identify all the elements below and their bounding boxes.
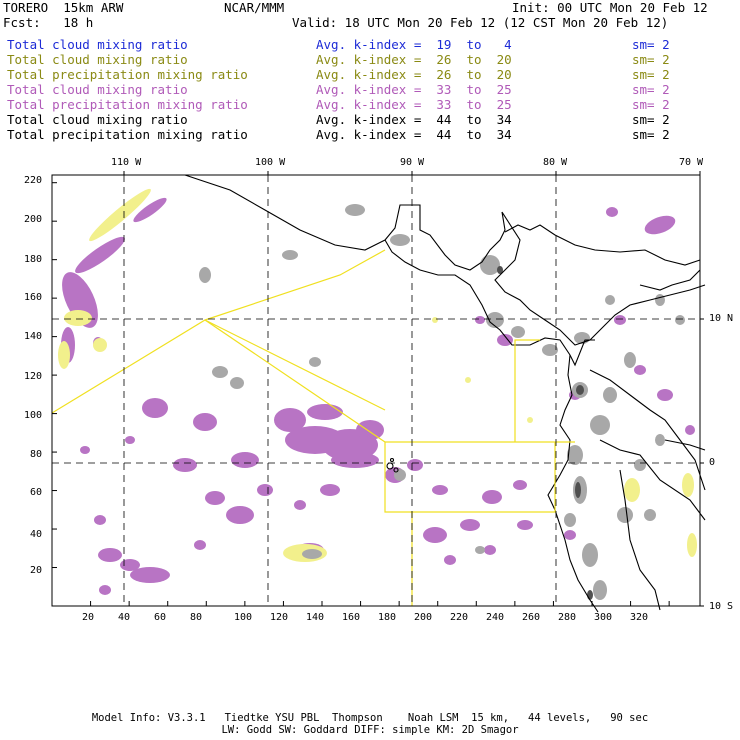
purple-contours [61,197,695,595]
y-tick-label: 120 [24,371,43,382]
y-tick-label: 180 [24,254,43,265]
x-tick-marks [90,601,670,606]
model-info-line1: Model Info: V3.3.1 Tiedtke YSU PBL Thomp… [91,712,649,724]
legend-field: Total precipitation mixing ratio [7,97,248,112]
legend-sm: sm= 2 [632,82,670,97]
x-tick-label: 220 [450,612,469,623]
yellow-contours [58,188,697,562]
legend-stat: Avg. k-index = 44 to 34 [316,127,512,142]
legend-stat: Avg. k-index = 33 to 25 [316,97,512,112]
map-frame [51,174,701,607]
y-tick-label: 200 [24,214,43,225]
cloud-fields [58,188,697,600]
legend-row: Total cloud mixing ratio Avg. k-index = … [0,37,740,52]
x-tick-label: 200 [414,612,433,623]
legend-stat: Avg. k-index = 26 to 20 [316,67,512,82]
x-tick-label: 300 [594,612,613,623]
x-tick-label: 100 [234,612,253,623]
legend-sm: sm= 2 [632,97,670,112]
y-tick-label: 60 [30,487,43,498]
legend-sm: sm= 2 [632,127,670,142]
x-tick-label: 280 [558,612,577,623]
y-tick-label: 80 [30,449,43,460]
legend-row: Total cloud mixing ratio Avg. k-index = … [0,82,740,97]
legend-row: Total cloud mixing ratio Avg. k-index = … [0,52,740,67]
legend-row: Total precipitation mixing ratio Avg. k-… [0,97,740,112]
lat-lon-grid [52,175,700,606]
legend-row: Total cloud mixing ratio Avg. k-index = … [0,112,740,127]
lat-label: 10 N [709,313,734,324]
x-tick-label: 140 [306,612,325,623]
coastlines [184,174,706,613]
x-tick-label: 320 [630,612,649,623]
x-tick-label: 20 [82,612,95,623]
y-tick-marks [52,182,57,569]
lon-label: 80 W [543,157,568,168]
y-tick-label: 140 [24,331,43,342]
y-tick-label: 20 [30,565,43,576]
init-time: Init: 00 UTC Mon 20 Feb 12 [512,0,708,15]
legend-row: Total precipitation mixing ratio Avg. k-… [0,67,740,82]
y-tick-label: 220 [24,175,43,186]
model-name: TORERO 15km ARW [3,0,124,15]
legend-field: Total cloud mixing ratio [7,82,188,97]
legend-sm: sm= 2 [632,67,670,82]
legend-field: Total precipitation mixing ratio [7,127,248,142]
legend-stat: Avg. k-index = 44 to 34 [316,112,512,127]
legend-field: Total cloud mixing ratio [7,52,188,67]
legend-stat: Avg. k-index = 26 to 20 [316,52,512,67]
x-tick-label: 80 [190,612,203,623]
legend-sm: sm= 2 [632,52,670,67]
legend-field: Total cloud mixing ratio [7,37,188,52]
lon-tick-marks [123,171,704,607]
legend-sm: sm= 2 [632,112,670,127]
x-tick-label: 180 [378,612,397,623]
lat-label: 0 [709,457,716,468]
lon-label: 100 W [255,157,286,168]
x-tick-label: 40 [118,612,131,623]
x-tick-label: 120 [270,612,289,623]
x-tick-label: 160 [342,612,361,623]
lon-label: 110 W [111,157,142,168]
forecast-hour: Fcst: 18 h [3,15,94,30]
dark-contours [497,266,593,600]
model-info-line2: LW: Godd SW: Goddard DIFF: simple KM: 2D… [221,724,519,736]
y-tick-label: 100 [24,410,43,421]
legend-stat: Avg. k-index = 19 to 4 [316,37,512,52]
legend-stat: Avg. k-index = 33 to 25 [316,82,512,97]
x-tick-label: 60 [154,612,167,623]
lon-label: 70 W [679,157,704,168]
y-tick-label: 40 [30,529,43,540]
valid-time: Valid: 18 UTC Mon 20 Feb 12 (12 CST Mon … [292,15,669,30]
lon-label: 90 W [400,157,425,168]
lat-label: 10 S [709,601,734,612]
legend-sm: sm= 2 [632,37,670,52]
y-tick-label: 160 [24,292,43,303]
x-tick-label: 260 [522,612,541,623]
center-name: NCAR/MMM [224,0,285,15]
legend-field: Total cloud mixing ratio [7,112,188,127]
legend-row: Total precipitation mixing ratio Avg. k-… [0,127,740,142]
legend-field: Total precipitation mixing ratio [7,67,248,82]
x-tick-label: 240 [486,612,505,623]
region-boxes [51,249,575,606]
